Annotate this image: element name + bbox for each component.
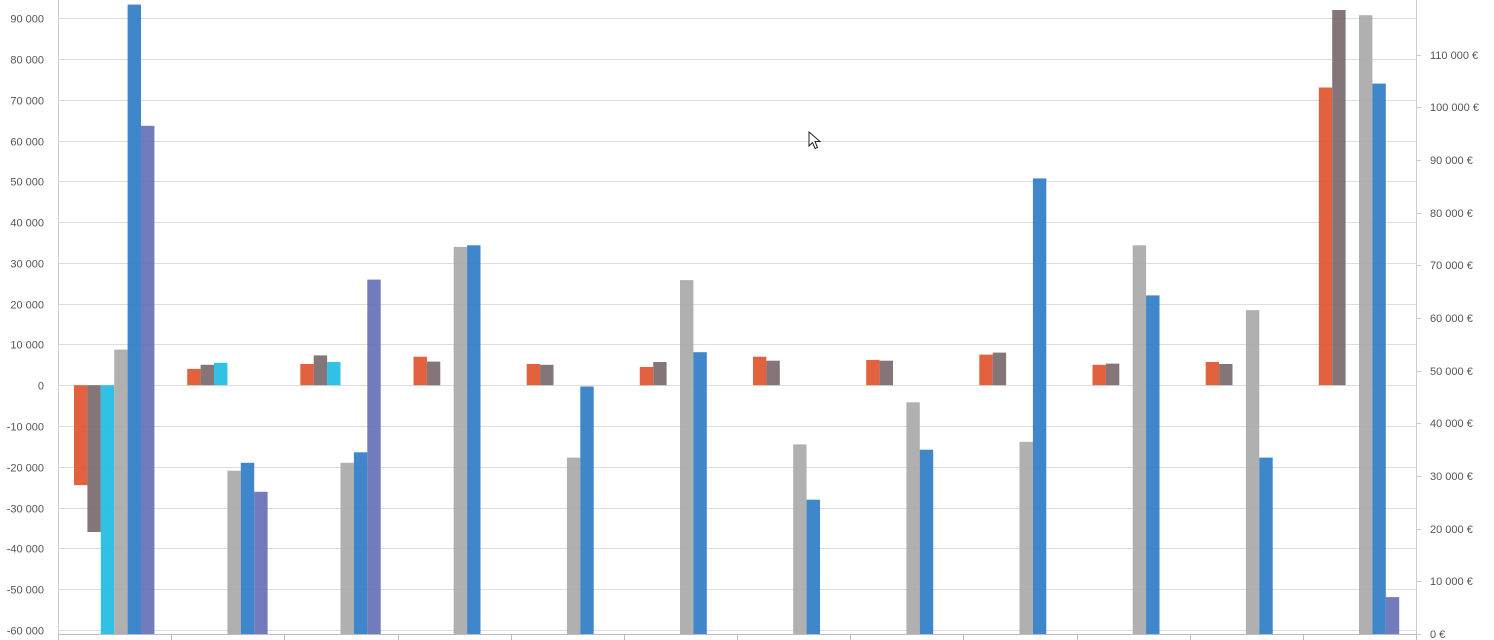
- bar: [313, 355, 328, 386]
- bar: [240, 462, 255, 634]
- bar: [1105, 363, 1120, 386]
- bar: [340, 462, 354, 634]
- left-tick-label: -10 000: [7, 422, 44, 434]
- left-tick-label: 20 000: [10, 300, 44, 312]
- right-tick-label: 10 000 €: [1430, 576, 1473, 588]
- bar: [526, 364, 541, 386]
- bar: [919, 449, 934, 634]
- left-tick-label: 0: [38, 381, 44, 393]
- bar: [1259, 457, 1273, 634]
- left-tick-label: 70 000: [10, 96, 44, 108]
- bar: [693, 352, 707, 634]
- right-tick-label: 110 000 €: [1430, 50, 1478, 62]
- right-axis-tick-labels: 0 € 10 000 € 20 000 € 30 000 € 40 000 € 50 00…: [1430, 50, 1479, 640]
- bar: [1219, 364, 1233, 386]
- bar: [566, 457, 581, 634]
- bar: [1372, 83, 1386, 635]
- bar: [1132, 245, 1147, 635]
- left-tick-label: 40 000: [10, 218, 44, 230]
- bar: [227, 470, 241, 634]
- bar: [1146, 295, 1160, 634]
- bar: [580, 386, 594, 634]
- right-tick-label: 100 000 €: [1430, 102, 1479, 114]
- bar: [806, 499, 820, 634]
- right-tick-label: 80 000 €: [1430, 208, 1473, 220]
- bar: [254, 491, 268, 634]
- bar: [1332, 10, 1346, 386]
- bar: [1032, 178, 1047, 634]
- bar: [639, 366, 654, 386]
- left-tick-label: 50 000: [10, 177, 44, 189]
- bar: [1092, 364, 1106, 386]
- bar: [200, 364, 214, 386]
- bar: [127, 4, 141, 635]
- bar: [753, 356, 767, 386]
- left-axis-tick-labels: 90 000 80 000 70 000 60 000 50 000 40 000 30 0…: [7, 14, 44, 638]
- bar: [1359, 15, 1373, 634]
- left-tick-label: 30 000: [10, 259, 44, 271]
- bar: [74, 385, 88, 486]
- right-tick-label: 50 000 €: [1430, 366, 1473, 378]
- bar: [87, 385, 101, 532]
- right-tick-label: 60 000 €: [1430, 313, 1473, 325]
- bar-marks: [74, 4, 1400, 635]
- bar: [653, 362, 667, 386]
- left-tick-label: -40 000: [7, 544, 44, 556]
- bar: [979, 354, 993, 386]
- left-tick-label: 80 000: [10, 55, 44, 67]
- bar: [1205, 362, 1220, 386]
- left-tick-label: -50 000: [7, 585, 44, 597]
- bar: [100, 385, 115, 634]
- left-tick-label: -30 000: [7, 504, 44, 516]
- bar: [766, 360, 780, 386]
- left-tick-label: -20 000: [7, 463, 44, 475]
- bar: [1245, 310, 1260, 634]
- left-tick-label: 90 000: [10, 14, 44, 26]
- bar: [413, 356, 427, 386]
- left-tick-label: 10 000: [10, 340, 44, 352]
- bar: [540, 364, 554, 386]
- right-tick-label: 30 000 €: [1430, 471, 1473, 483]
- bar: [214, 362, 228, 386]
- bar: [453, 246, 468, 634]
- bar: [879, 360, 893, 386]
- axes: [58, 0, 1421, 640]
- bar: [426, 361, 441, 386]
- bar: [866, 359, 880, 386]
- gridlines: [58, 18, 1416, 631]
- bar: [187, 368, 201, 386]
- right-tick-label: 40 000 €: [1430, 418, 1473, 430]
- right-tick-label: 0 €: [1430, 629, 1445, 640]
- right-tick-label: 70 000 €: [1430, 260, 1473, 272]
- bar: [1019, 441, 1033, 634]
- bar: [992, 352, 1007, 386]
- left-tick-label: -60 000: [7, 626, 44, 638]
- bar: [367, 279, 381, 634]
- bar: [141, 125, 155, 635]
- bar: [1385, 597, 1400, 634]
- left-tick-label: 60 000: [10, 137, 44, 149]
- mouse-cursor-icon: [808, 131, 822, 150]
- right-tick-label: 90 000 €: [1430, 155, 1473, 167]
- bar: [114, 349, 128, 634]
- bar: [1318, 87, 1333, 386]
- bar: [353, 452, 368, 634]
- bar: [327, 362, 341, 386]
- bar: [906, 402, 920, 634]
- bar: [467, 245, 481, 635]
- bar: [680, 280, 694, 634]
- right-tick-label: 20 000 €: [1430, 524, 1473, 536]
- bar: [793, 444, 807, 634]
- bar: [300, 364, 314, 386]
